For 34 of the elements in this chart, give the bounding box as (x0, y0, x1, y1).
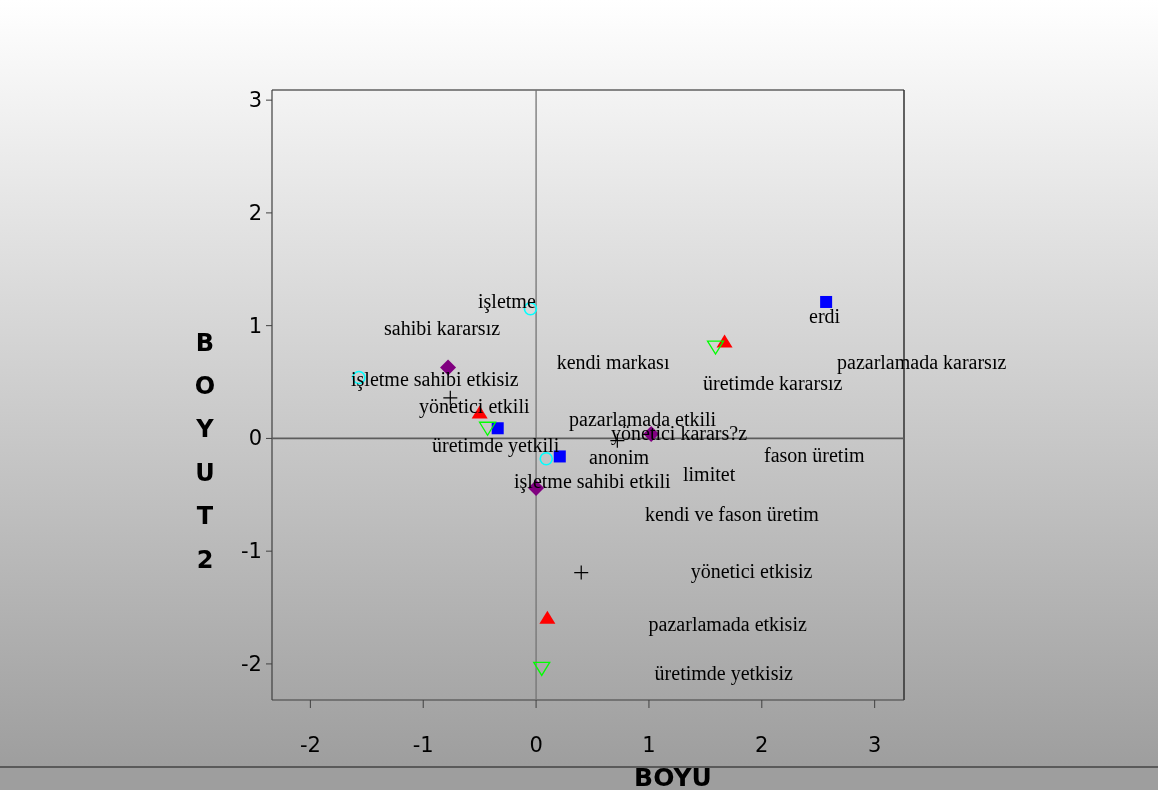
y-tick-label: 0 (248, 426, 262, 451)
annotation: yönetici etkisiz (690, 559, 813, 583)
x-axis-title: BOYU (634, 763, 712, 790)
y-tick-label: 2 (248, 200, 262, 225)
annotation: limitet (683, 463, 736, 485)
annotation: üretimde yetkisiz (654, 661, 794, 685)
point (706, 340, 725, 355)
annotation: işletme (478, 289, 536, 313)
x-tick-label: 0 (529, 733, 543, 757)
x-tick-label: 3 (867, 733, 882, 757)
y-tick-label: 3 (248, 88, 262, 113)
y-tick-label: 1 (248, 313, 262, 338)
point (820, 295, 833, 308)
y-tick-label: -2 (241, 651, 262, 676)
y-axis-title: BOYUT2 (194, 328, 216, 574)
annotation: işletme sahibi etkili (514, 470, 672, 493)
point (539, 610, 556, 624)
point (478, 421, 497, 436)
annotation: anonim (589, 445, 650, 468)
x-tick-label: 2 (755, 733, 769, 757)
point (491, 422, 504, 435)
annotation: erdi (809, 305, 841, 327)
point (573, 564, 589, 581)
annotation: fason üretim (764, 444, 865, 466)
point (533, 661, 551, 677)
annotation: kendi markası (556, 350, 670, 373)
x-tick-label: -2 (299, 733, 321, 757)
annotation: kendi ve fason üretim (645, 503, 820, 526)
x-tick-label: 1 (642, 733, 656, 757)
annotation: sahibi kararsız (384, 316, 501, 339)
y-tick-label: -1 (241, 539, 262, 564)
annotation: üretimde yetkili (432, 433, 560, 457)
annotation: pazarlamada etkisiz (648, 613, 807, 637)
x-tick-label: -1 (412, 733, 434, 757)
